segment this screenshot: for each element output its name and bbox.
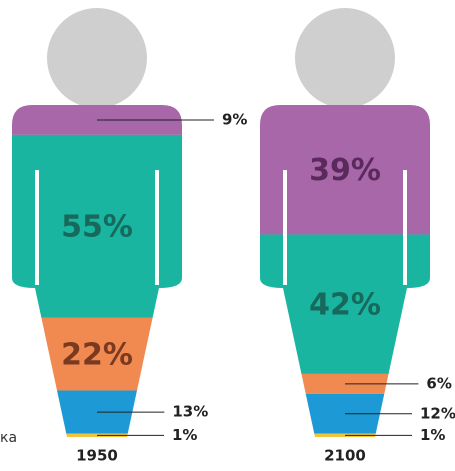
year-label: 1950 bbox=[76, 447, 118, 465]
value-label: 42% bbox=[309, 288, 381, 323]
value-label: 13% bbox=[172, 403, 208, 421]
head bbox=[47, 8, 147, 108]
head bbox=[295, 8, 395, 108]
figure-body bbox=[7, 105, 187, 437]
chart: ка 9% 55% 22% 13% 1% 1950 39% 42% 6% 12% 1% 2100 bbox=[0, 0, 455, 467]
side-text: ка bbox=[0, 430, 17, 446]
value-label: 6% bbox=[426, 374, 451, 392]
value-label: 12% bbox=[420, 404, 455, 422]
year-label: 2100 bbox=[324, 447, 366, 465]
value-label: 1% bbox=[172, 426, 197, 444]
value-label: 9% bbox=[222, 110, 247, 128]
value-label: 55% bbox=[61, 210, 133, 245]
value-label: 1% bbox=[420, 426, 445, 444]
value-label: 39% bbox=[309, 153, 381, 188]
value-label: 22% bbox=[61, 338, 133, 373]
